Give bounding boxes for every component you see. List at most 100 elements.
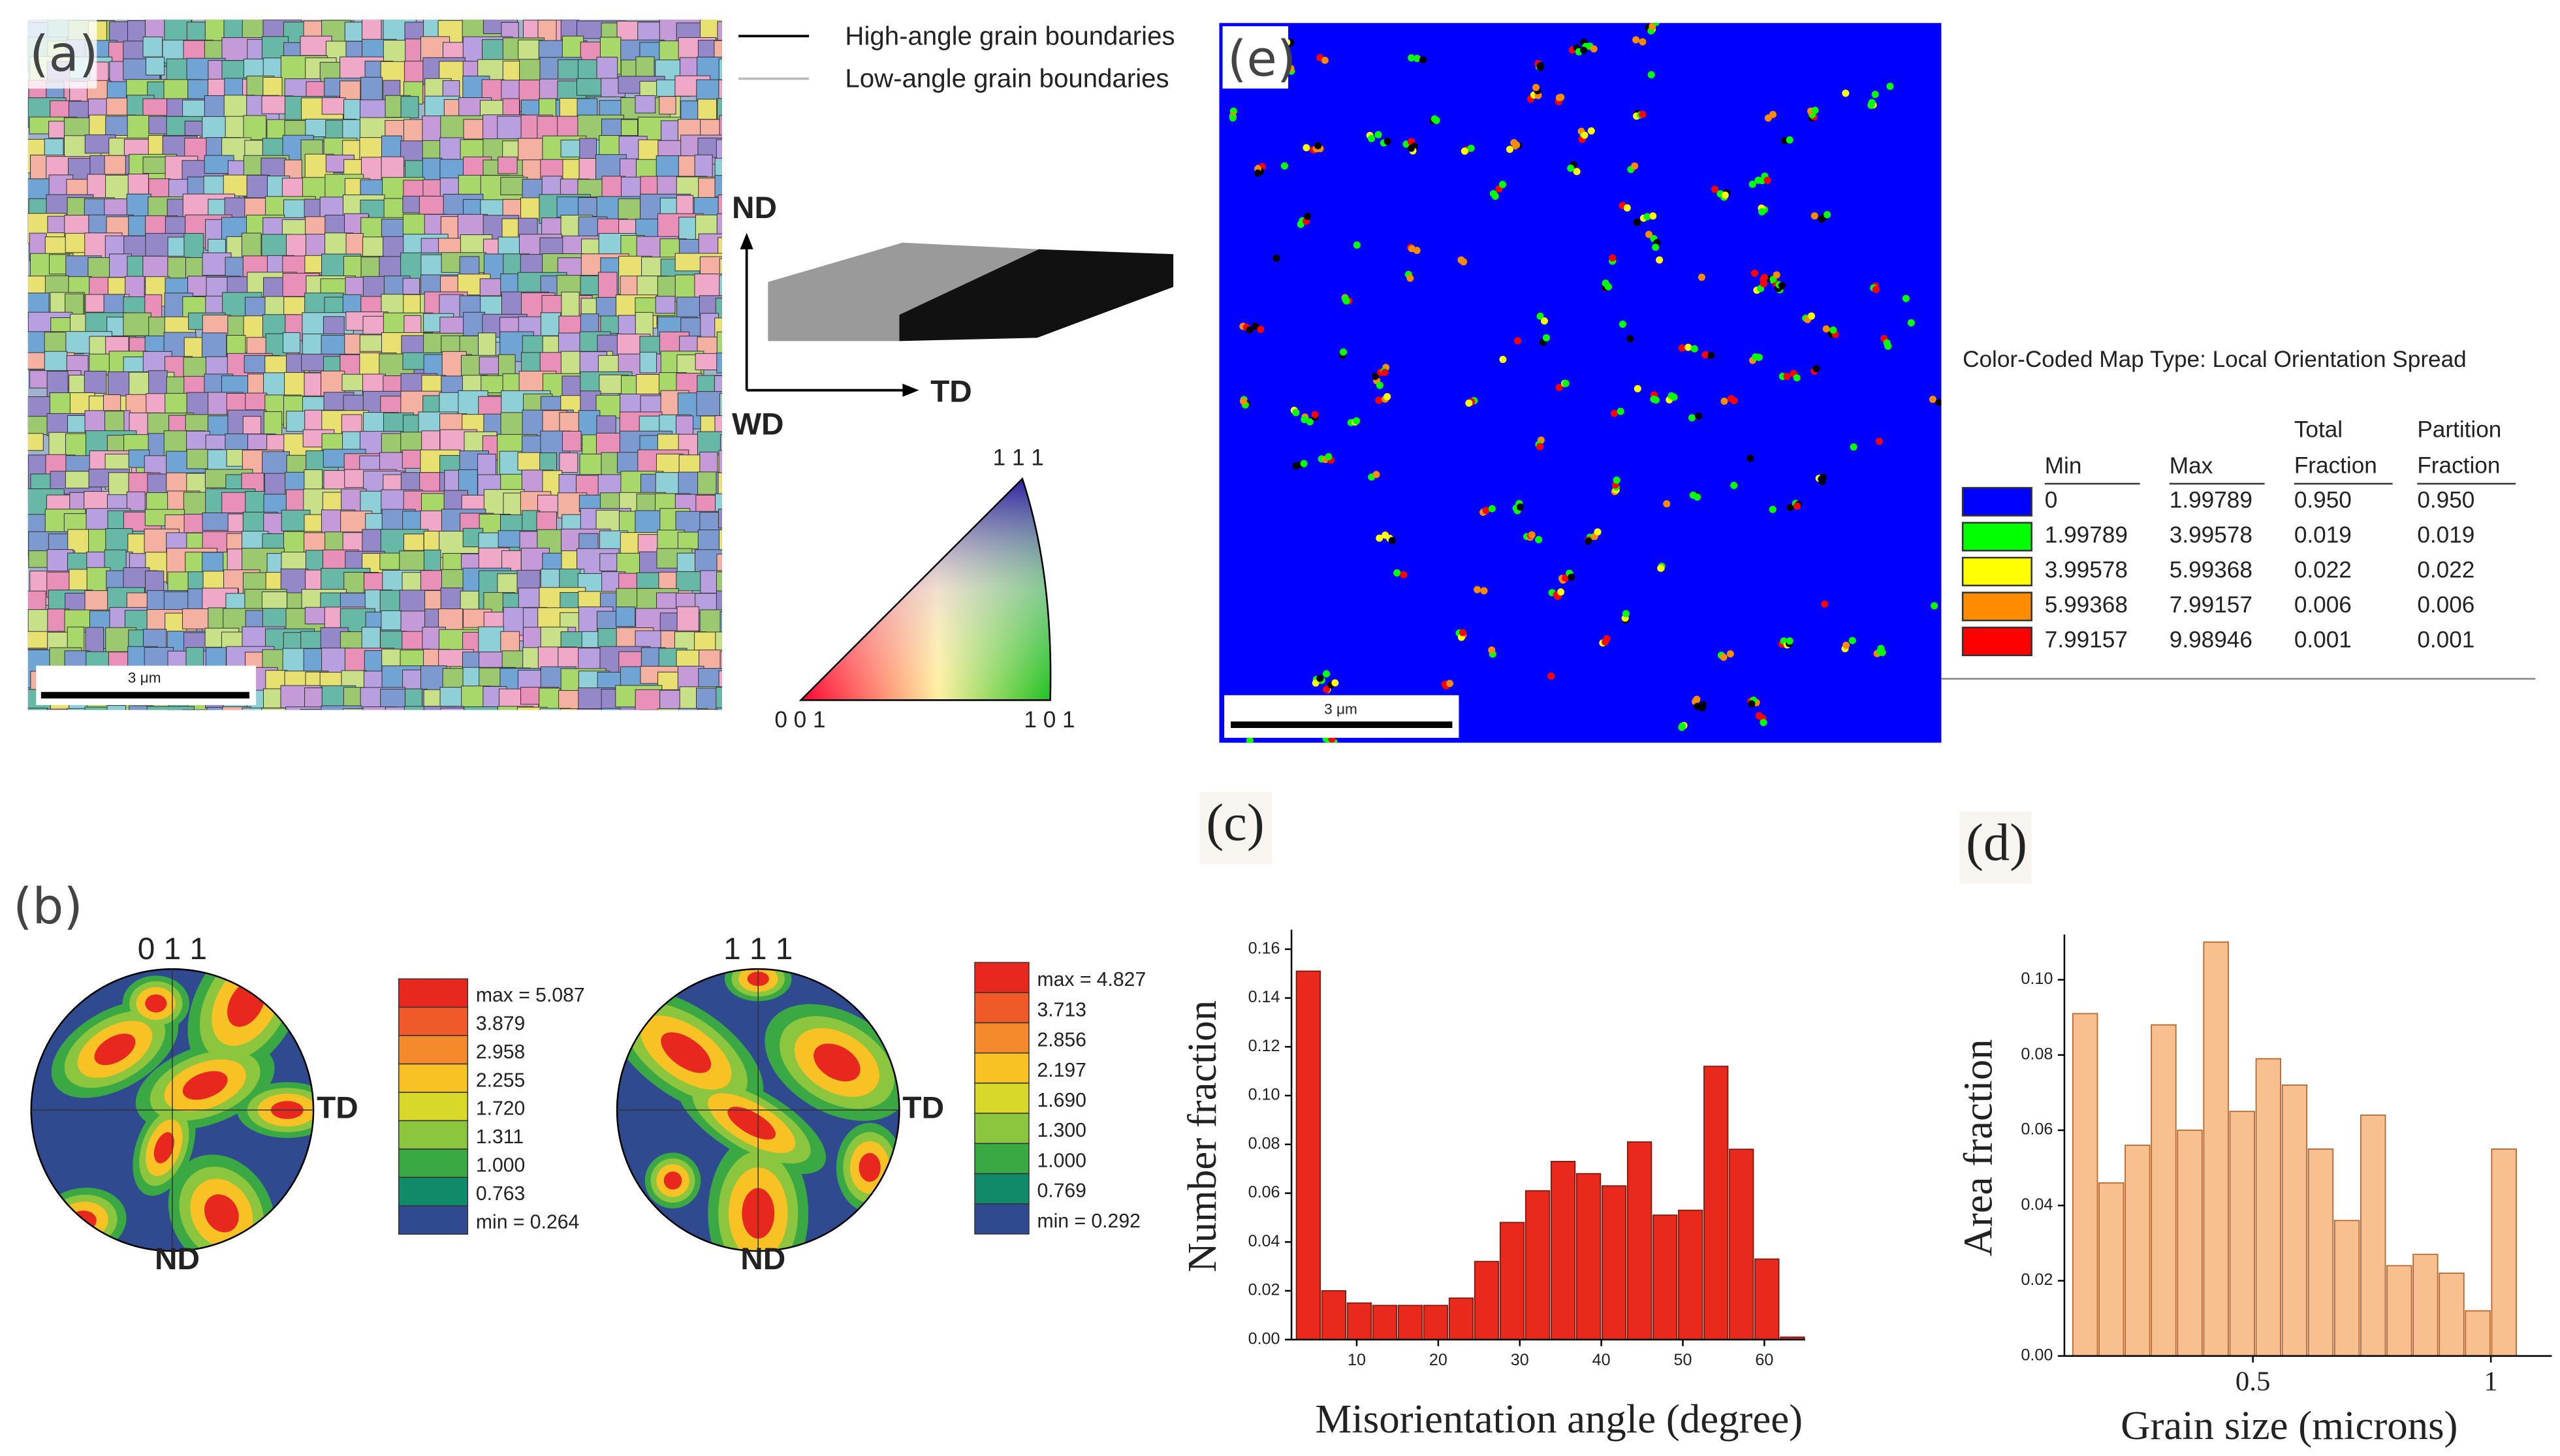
grain [206, 706, 240, 710]
spread-point [1562, 379, 1570, 387]
spread-point [1482, 507, 1490, 514]
level-swatch [974, 1173, 1030, 1205]
spread-point [1602, 638, 1609, 646]
grain [718, 450, 722, 483]
spread-point [1758, 177, 1766, 185]
grain [639, 351, 657, 373]
grain [381, 156, 405, 180]
legend-swatch [1961, 486, 2032, 517]
grain [403, 706, 456, 710]
scale-label: 3 μm [1324, 701, 1357, 717]
axis-label: WD [732, 407, 784, 442]
spread-point [1730, 397, 1738, 405]
x-tick-label: 30 [1511, 1351, 1529, 1369]
grain [718, 509, 722, 529]
spread-point [1647, 71, 1655, 79]
grain [718, 79, 722, 103]
spread-point [1929, 396, 1936, 404]
grain [300, 708, 321, 710]
y-tick-label: 0.04 [1248, 1232, 1280, 1250]
table-cell: 7.99157 [2170, 592, 2252, 618]
table-cell: 5.99368 [2170, 558, 2252, 583]
spread-point [1868, 99, 1876, 106]
spread-point [1536, 61, 1544, 69]
grain [362, 706, 397, 710]
grain [146, 706, 195, 710]
spread-point [1557, 588, 1565, 596]
spread-point [1726, 650, 1734, 658]
spread-point [1822, 325, 1830, 333]
bar [2203, 942, 2229, 1357]
bar [2491, 1148, 2517, 1357]
spread-point [1457, 256, 1465, 264]
level-label: 2.856 [1037, 1030, 1086, 1051]
ipf-label: 1 0 1 [1024, 707, 1075, 733]
spread-point [1393, 569, 1401, 577]
bar [2125, 1145, 2151, 1357]
orientation-spread-map [1219, 23, 1942, 743]
grain [127, 174, 149, 197]
direction-label: TD [902, 1091, 944, 1126]
direction-label: ND [740, 1242, 785, 1276]
table-header: Max [2170, 453, 2213, 479]
grain [243, 58, 265, 78]
grain [423, 706, 464, 710]
ipf-label: 0 0 1 [774, 707, 825, 733]
spread-point [1657, 564, 1665, 572]
grain [718, 670, 722, 710]
y-tick-label: 0.02 [2021, 1271, 2053, 1289]
spread-point [1388, 537, 1396, 545]
spread-point [1645, 230, 1653, 238]
spread-point [1617, 407, 1624, 415]
spread-point [1400, 571, 1408, 578]
spread-point [1812, 365, 1820, 373]
contour [153, 1132, 174, 1163]
spread-point [1542, 334, 1550, 341]
spread-point [1623, 204, 1631, 212]
grain [719, 392, 722, 419]
grain [718, 529, 722, 570]
bar [1346, 1302, 1372, 1340]
sample-block [899, 249, 1174, 341]
spread-point [1408, 54, 1415, 62]
spread-point [1701, 351, 1709, 358]
spread-point [1871, 91, 1879, 99]
bar [2151, 1024, 2177, 1357]
legend-swatch [1961, 592, 2032, 622]
spread-point [1331, 679, 1339, 687]
spread-point [1694, 412, 1703, 420]
scale-bg [1224, 695, 1459, 738]
spread-point [1746, 454, 1754, 462]
spread-point [1760, 719, 1767, 727]
spread-point [1639, 38, 1647, 46]
spread-point [1875, 437, 1883, 445]
axis-label: ND [732, 191, 777, 225]
spread-point [1693, 493, 1701, 501]
spread-point [1300, 460, 1308, 467]
bar [1423, 1305, 1449, 1340]
grain [635, 95, 656, 114]
level-swatch [398, 1120, 469, 1150]
level-label: 2.958 [476, 1041, 525, 1063]
panel-label: (c) [1206, 794, 1264, 852]
spread-point [1848, 637, 1856, 644]
ipf-triangle [798, 477, 1052, 701]
y-axis-label: Number fraction [1179, 1000, 1225, 1273]
grain [402, 277, 420, 296]
spread-point [1748, 180, 1756, 188]
grain [659, 96, 676, 115]
grain [559, 452, 578, 473]
grain [359, 334, 383, 352]
y-tick-label: 0.06 [1248, 1183, 1280, 1201]
spread-point [1678, 723, 1686, 731]
spread-point [1652, 23, 1660, 26]
spread-point [1877, 644, 1885, 652]
level-label: min = 0.292 [1037, 1211, 1141, 1232]
spread-point [1246, 736, 1254, 743]
level-label: 1.000 [476, 1155, 525, 1177]
spread-point [1246, 326, 1254, 334]
bar [1321, 1290, 1347, 1340]
spread-point [1884, 342, 1892, 350]
grain [560, 708, 601, 710]
spread-point [1301, 416, 1308, 424]
